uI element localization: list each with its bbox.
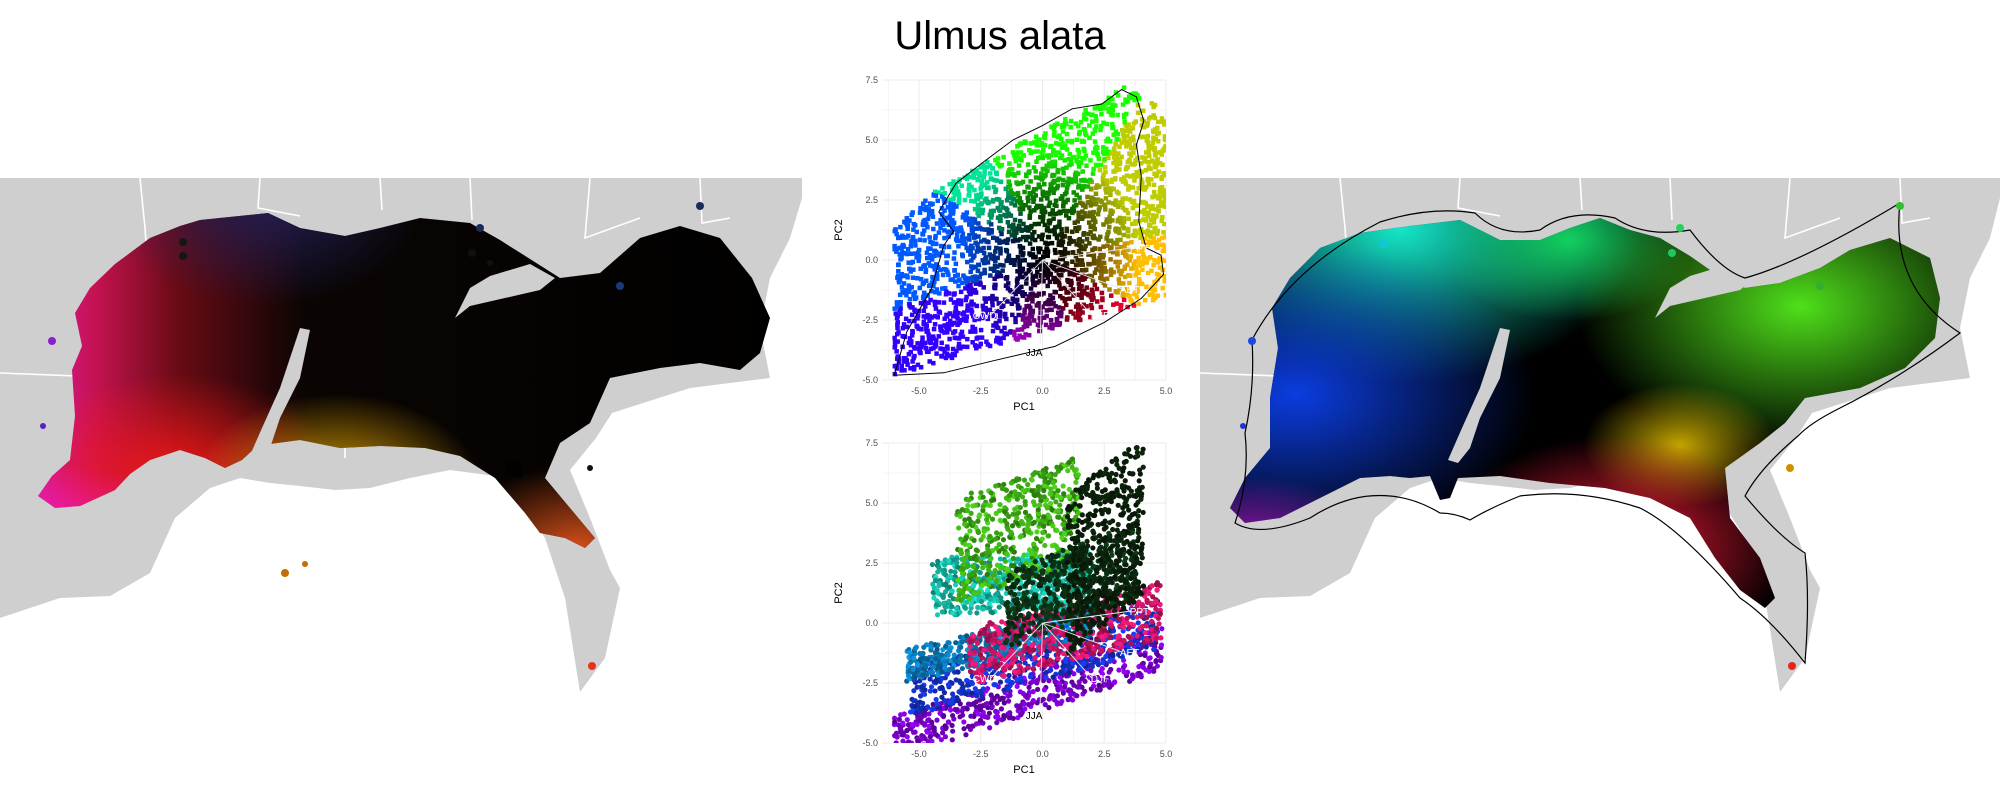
y-tick-label: 7.5 xyxy=(865,438,878,448)
loading-vectors-top: PPT AET DJF JJA CWD xyxy=(973,244,1149,359)
loading-label-djf: DJF xyxy=(1091,674,1109,685)
y-tick-labels-top: -5.0 -2.5 0.0 2.5 5.0 7.5 xyxy=(862,75,878,385)
loading-vector-djf xyxy=(1042,259,1093,316)
loading-label-jja: JJA xyxy=(1026,348,1043,359)
chart-title: Ulmus alata xyxy=(894,14,1106,58)
x-tick-label: -2.5 xyxy=(973,749,989,759)
y-tick-label: -2.5 xyxy=(862,315,878,325)
loading-vector-cwd xyxy=(990,259,1043,316)
x-tick-labels-bottom: -5.0 -2.5 0.0 2.5 5.0 xyxy=(911,749,1172,759)
x-tick-label: -5.0 xyxy=(911,386,927,396)
y-tick-label: 0.0 xyxy=(865,618,878,628)
pca-point-cloud-bottom xyxy=(891,445,1165,743)
outlier-points xyxy=(40,202,704,670)
x-tick-labels-top: -5.0 -2.5 0.0 2.5 5.0 xyxy=(911,386,1172,396)
loading-vector-jja xyxy=(1039,259,1043,345)
y-tick-labels-bottom: -5.0 -2.5 0.0 2.5 5.0 7.5 xyxy=(862,438,878,748)
loading-label-ppt: PPT xyxy=(1130,244,1149,255)
y-tick-label: -5.0 xyxy=(862,375,878,385)
pca-plot-bottom: PPT AET DJF JJA CWD -5.0 -2.5 0.0 2.5 5.0 -5.0 -2… xyxy=(833,438,1172,776)
y-tick-label: 7.5 xyxy=(865,75,878,85)
loading-vector-djf xyxy=(1042,622,1093,679)
y-tick-label: 2.5 xyxy=(865,195,878,205)
pca-point-cloud-top xyxy=(892,85,1166,377)
x-tick-label: -2.5 xyxy=(973,386,989,396)
x-tick-label: 5.0 xyxy=(1160,749,1173,759)
loading-vector-aet xyxy=(1042,622,1122,653)
loading-vector-ppt xyxy=(1042,610,1132,624)
loading-label-ppt: PPT xyxy=(1130,607,1149,618)
convex-hull-outline xyxy=(1234,201,1962,665)
loading-vector-aet xyxy=(1042,259,1122,290)
y-tick-label: 5.0 xyxy=(865,498,878,508)
loading-label-djf: DJF xyxy=(1091,311,1109,322)
outlier-points-right xyxy=(1240,202,1904,670)
gulf-water xyxy=(0,470,580,692)
y-axis-label-bottom: PC2 xyxy=(833,582,845,603)
loading-vector-jja xyxy=(1039,622,1043,708)
right-range-map xyxy=(1200,178,2000,692)
y-tick-label: 5.0 xyxy=(865,135,878,145)
x-tick-label: 2.5 xyxy=(1098,749,1111,759)
loading-label-aet: AET xyxy=(1120,285,1139,296)
pca-plot-top: PPT AET DJF JJA CWD -5.0 -2.5 0.0 2.5 5.0 -5.0 -2… xyxy=(833,75,1172,413)
gulf-water-right xyxy=(1200,470,1780,692)
x-tick-label: 0.0 xyxy=(1036,749,1049,759)
left-range-map xyxy=(0,178,802,692)
y-tick-label: 2.5 xyxy=(865,558,878,568)
x-tick-label: 5.0 xyxy=(1160,386,1173,396)
x-axis-label-bottom: PC1 xyxy=(1013,764,1034,776)
loading-label-cwd: CWD xyxy=(973,311,997,322)
y-tick-label: -5.0 xyxy=(862,738,878,748)
loading-label-jja: JJA xyxy=(1026,711,1043,722)
y-tick-label: 0.0 xyxy=(865,255,878,265)
loading-vector-ppt xyxy=(1042,247,1132,261)
x-axis-label-top: PC1 xyxy=(1013,401,1034,413)
x-tick-label: -5.0 xyxy=(911,749,927,759)
x-tick-label: 0.0 xyxy=(1036,386,1049,396)
loading-vector-cwd xyxy=(990,622,1043,679)
loading-label-cwd: CWD xyxy=(973,674,997,685)
x-tick-label: 2.5 xyxy=(1098,386,1111,396)
loading-vectors-bottom: PPT AET DJF JJA CWD xyxy=(973,607,1149,722)
loading-label-aet: AET xyxy=(1120,648,1139,659)
appalachian-gap xyxy=(455,264,555,318)
y-axis-label-top: PC2 xyxy=(833,219,845,240)
y-tick-label: -2.5 xyxy=(862,678,878,688)
